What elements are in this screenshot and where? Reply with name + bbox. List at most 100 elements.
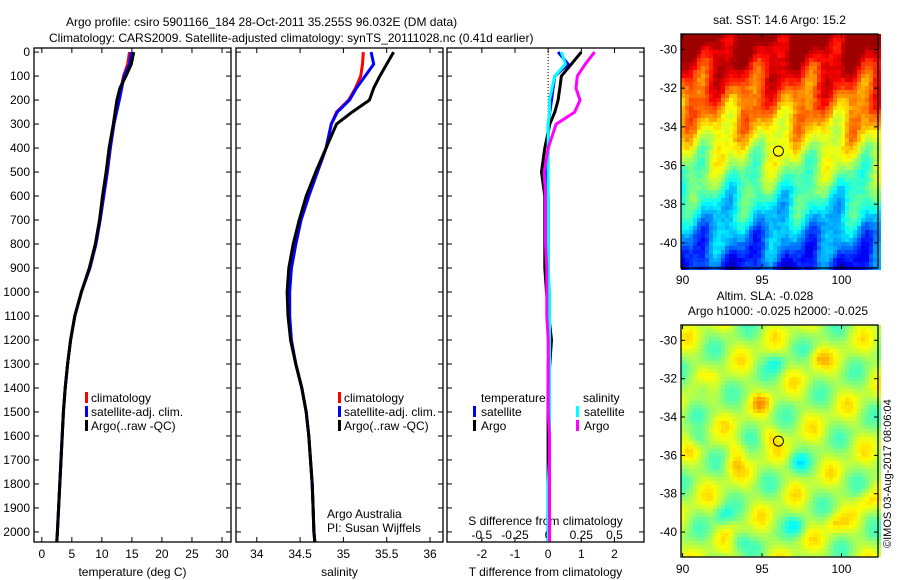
map-cell — [809, 341, 813, 345]
map-cell — [869, 222, 873, 226]
map-cell — [869, 206, 873, 210]
map-cell — [873, 134, 877, 138]
map-cell — [857, 94, 861, 98]
map-cell — [737, 194, 741, 198]
map-cell — [781, 94, 785, 98]
map-cell — [745, 38, 749, 42]
map-cell — [825, 377, 829, 381]
map-cell — [837, 377, 841, 381]
map-cell — [693, 417, 697, 421]
map-cell — [841, 337, 845, 341]
map-cell — [729, 106, 733, 110]
map-cell — [697, 146, 701, 150]
map-cell — [753, 333, 757, 337]
map-cell — [737, 106, 741, 110]
map-cell — [693, 393, 697, 397]
map-cell — [761, 429, 765, 433]
map-cell — [829, 457, 833, 461]
map-cell — [737, 102, 741, 106]
map-cell — [789, 461, 793, 465]
map-cell — [781, 453, 785, 457]
map-cell — [729, 353, 733, 357]
map-cell — [809, 409, 813, 413]
map-cell — [853, 42, 857, 46]
y-tick-label: 1600 — [3, 429, 30, 443]
map-cell — [809, 262, 813, 266]
map-cell — [865, 401, 869, 405]
map-cell — [857, 246, 861, 250]
map-cell — [877, 397, 881, 401]
map-cell — [809, 66, 813, 70]
map-cell — [725, 349, 729, 353]
map-cell — [845, 250, 849, 254]
map-cell — [701, 385, 705, 389]
map-cell — [729, 238, 733, 242]
map-cell — [725, 154, 729, 158]
map-cell — [733, 373, 737, 377]
map-cell — [841, 445, 845, 449]
map-cell — [797, 122, 801, 126]
map-cell — [773, 357, 777, 361]
map-cell — [817, 166, 821, 170]
map-cell — [793, 126, 797, 130]
map-cell — [853, 429, 857, 433]
map-cell — [769, 130, 773, 134]
map-cell — [829, 325, 833, 329]
map-cell — [845, 445, 849, 449]
map-cell — [773, 222, 777, 226]
map-cell — [705, 381, 709, 385]
map-cell — [733, 118, 737, 122]
map-cell — [689, 417, 693, 421]
map-cell — [757, 405, 761, 409]
map-cell — [797, 369, 801, 373]
map-cell — [861, 425, 865, 429]
map-cell — [769, 66, 773, 70]
map-cell — [685, 226, 689, 230]
map-cell — [737, 437, 741, 441]
map-cell — [861, 38, 865, 42]
map-cell — [729, 242, 733, 246]
map-cell — [745, 246, 749, 250]
map-cell — [849, 102, 853, 106]
map-cell — [705, 226, 709, 230]
map-cell — [729, 457, 733, 461]
map-cell — [845, 42, 849, 46]
map-cell — [729, 206, 733, 210]
map-cell — [749, 78, 753, 82]
map-cell — [681, 110, 685, 114]
map-cell — [869, 385, 873, 389]
map-cell — [817, 385, 821, 389]
map-cell — [857, 74, 861, 78]
map-cell — [769, 34, 773, 38]
map-cell — [817, 214, 821, 218]
map-cell — [721, 194, 725, 198]
map-cell — [737, 90, 741, 94]
map-cell — [781, 457, 785, 461]
map-cell — [781, 417, 785, 421]
map-cell — [817, 357, 821, 361]
map-cell — [793, 353, 797, 357]
map-cell — [877, 58, 881, 62]
map-cell — [717, 90, 721, 94]
map-cell — [757, 158, 761, 162]
map-cell — [733, 98, 737, 102]
map-cell — [685, 230, 689, 234]
map-cell — [717, 421, 721, 425]
map-cell — [697, 102, 701, 106]
map-cell — [701, 389, 705, 393]
map-cell — [877, 98, 881, 102]
map-cell — [829, 413, 833, 417]
legend-label: satellite — [584, 405, 625, 419]
map-cell — [741, 361, 745, 365]
map-cell — [681, 170, 685, 174]
map-cell — [861, 218, 865, 222]
map-cell — [829, 337, 833, 341]
map-cell — [725, 325, 729, 329]
map-cell — [725, 445, 729, 449]
map-cell — [773, 174, 777, 178]
map-cell — [705, 429, 709, 433]
map-cell — [837, 325, 841, 329]
map-cell — [705, 345, 709, 349]
map-cell — [861, 230, 865, 234]
map-cell — [833, 333, 837, 337]
